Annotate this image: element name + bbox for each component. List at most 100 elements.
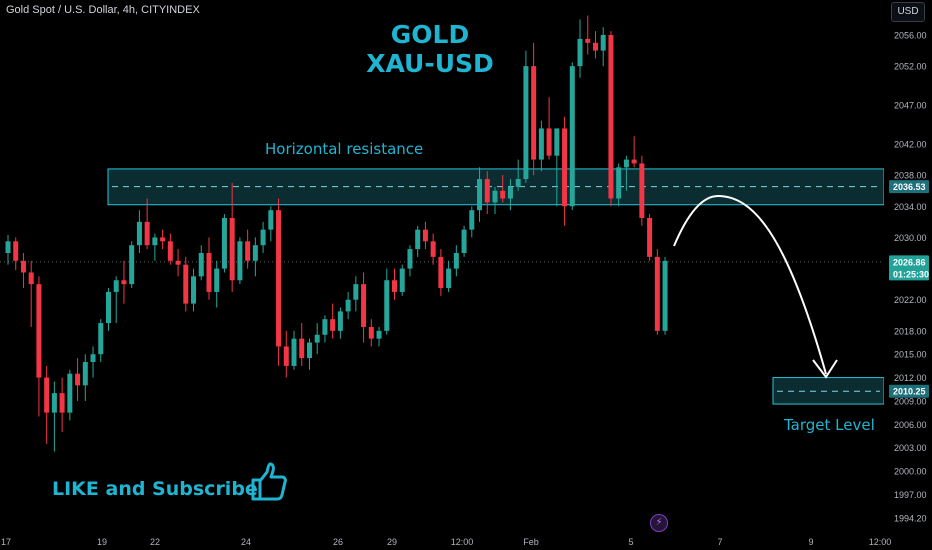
candle-body (384, 280, 390, 331)
currency-button[interactable]: USD (891, 2, 925, 22)
candle-body (183, 264, 189, 304)
x-tick-label: Feb (523, 537, 539, 547)
candle-body (67, 373, 73, 413)
lightning-icon[interactable]: ⚡ (650, 514, 668, 532)
candle-body (105, 291, 111, 324)
candle-body (438, 256, 444, 289)
candle-body (160, 237, 166, 242)
countdown-label-box (889, 267, 929, 281)
candle-body (446, 268, 452, 289)
candle-body (415, 229, 421, 250)
x-tick-label: 12:00 (869, 537, 892, 547)
candle-body (330, 319, 336, 331)
candle-body (422, 229, 428, 242)
candle-body (569, 66, 575, 207)
candle-body (484, 179, 490, 203)
candle-body (198, 253, 204, 277)
candle-body (515, 179, 521, 187)
candle-body (291, 338, 297, 366)
y-tick-label: 2047.00 (894, 101, 927, 111)
candle-body (276, 210, 282, 347)
candle-body (616, 167, 622, 199)
candle-body (546, 128, 552, 156)
countdown-label: 01:25:30 (893, 269, 929, 279)
candle-body (260, 229, 266, 246)
y-tick-label: 2042.00 (894, 140, 927, 150)
time-axis (0, 533, 884, 550)
target-price-label: 2010.25 (893, 387, 926, 397)
candle-body (113, 280, 119, 292)
candle-body (461, 229, 467, 253)
candle-body (577, 38, 583, 67)
x-tick-label: 17 (1, 537, 11, 547)
x-tick-label: 7 (717, 537, 722, 547)
candle-body (20, 260, 26, 273)
resistance-price-label-box (889, 180, 929, 194)
y-tick-label: 2003.00 (894, 443, 927, 453)
y-tick-label: 2030.00 (894, 233, 927, 243)
candle-body (98, 323, 104, 355)
y-tick-label: 2018.00 (894, 326, 927, 336)
candle-body (82, 362, 88, 386)
y-tick-label: 2056.00 (894, 31, 927, 41)
candle-body (376, 330, 382, 339)
candle-body (608, 35, 614, 199)
candle-body (392, 280, 397, 292)
candle-body (453, 253, 459, 269)
candle-body (531, 66, 537, 160)
y-tick-label: 2022.00 (894, 295, 927, 305)
projection-arrow (673, 194, 827, 375)
candle-body (399, 268, 405, 292)
candle-body (654, 256, 660, 331)
current-price-label: 2026.86 (893, 257, 926, 267)
x-tick-label: 22 (150, 537, 160, 547)
candle-body (221, 217, 227, 269)
candle-body (36, 284, 42, 378)
candle-body (523, 66, 529, 180)
candle-body (175, 260, 181, 265)
candle-body (28, 272, 34, 285)
x-tick-label: 19 (97, 537, 107, 547)
y-tick-label: 2015.00 (894, 350, 927, 360)
candle-body (283, 346, 289, 366)
candle-body (206, 253, 212, 292)
candle-body (477, 179, 483, 211)
y-tick-label: 1994.20 (894, 514, 927, 524)
x-tick-label: 24 (241, 537, 251, 547)
candle-body (345, 299, 351, 312)
candle-body (129, 245, 135, 285)
candle-body (647, 217, 653, 257)
candle-body (562, 128, 568, 207)
candle-body (500, 190, 506, 199)
candle-body (13, 241, 19, 261)
thumbs-up-icon (251, 462, 287, 501)
candle-body (59, 393, 65, 413)
candle-body (322, 319, 328, 335)
candle-body (469, 210, 475, 230)
candle-body (361, 284, 367, 327)
candle-body (623, 159, 629, 168)
x-tick-label: 12:00 (451, 537, 474, 547)
candle-body (299, 338, 305, 359)
like-subscribe-label: LIKE and Subscribe (52, 478, 258, 500)
candle-body (75, 373, 81, 386)
y-tick-label: 2038.00 (894, 171, 927, 181)
candle-body (245, 241, 251, 261)
x-tick-label: 5 (628, 537, 633, 547)
symbol-title: Gold Spot / U.S. Dollar, 4h, CITYINDEX (6, 4, 200, 16)
candle-body (314, 334, 320, 343)
x-tick-label: 29 (387, 537, 397, 547)
candle-body (268, 210, 274, 230)
resistance-label: Horizontal resistance (265, 140, 424, 158)
y-tick-label: 2052.00 (894, 62, 927, 72)
candle-body (167, 241, 173, 261)
arrow-head (812, 359, 838, 379)
candle-body (368, 326, 374, 339)
y-tick-label: 2000.00 (894, 467, 927, 477)
candle-body (585, 38, 591, 43)
target-level-label: Target Level (784, 416, 875, 434)
candle-body (600, 35, 606, 51)
candle-body (191, 276, 197, 304)
candle-body (44, 377, 50, 413)
